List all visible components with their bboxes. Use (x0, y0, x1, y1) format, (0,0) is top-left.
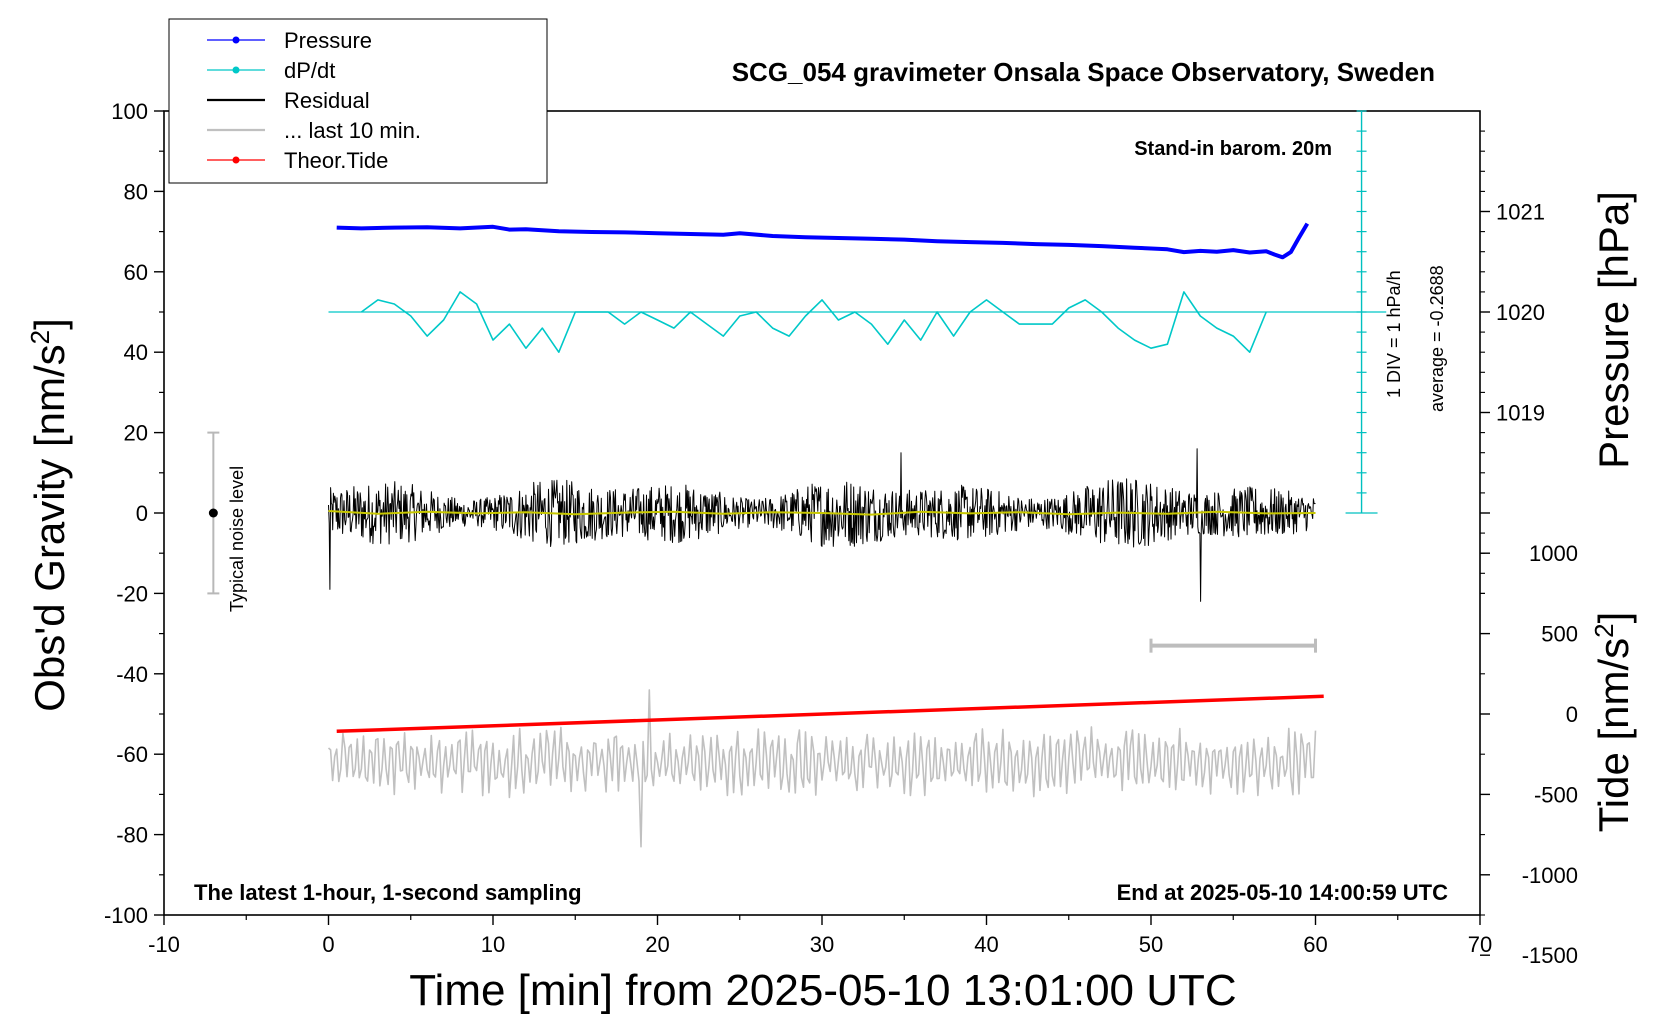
tide-axis-label-main: Tide [nm/s (1590, 638, 1637, 833)
legend-label: Pressure (284, 28, 372, 53)
series-residual-smoothed (328, 510, 1316, 516)
div-label: 1 DIV = 1 hPa/h (1384, 270, 1404, 398)
tide-tick-label: -500 (1534, 782, 1578, 807)
pressure-axis-label: Pressure [hPa] (1590, 191, 1637, 469)
tide-tick-label: -1000 (1522, 863, 1578, 888)
tide-axis-label-sup: 2 (1589, 623, 1619, 637)
noise-bar-point (208, 508, 218, 518)
y-tick-label: -40 (116, 662, 148, 687)
legend: Pressure dP/dt Residual ... last 10 min. The… (168, 18, 548, 184)
pressure-tick-label: 1019 (1496, 401, 1545, 426)
pressure-tick-label: 1020 (1496, 300, 1545, 325)
legend-marker (232, 66, 240, 74)
series-last-10-min (327, 689, 1317, 848)
y-axis-label-main: Obs'd Gravity [nm/s (26, 344, 73, 711)
y-tick-label: -80 (116, 823, 148, 848)
y-tick-label: 0 (136, 501, 148, 526)
bottom-right-label: End at 2025-05-10 14:00:59 UTC (1117, 880, 1448, 905)
tide-axis-label: Tide [nm/s2] (1589, 612, 1637, 833)
tide-tick-label: 500 (1541, 622, 1578, 647)
y-tick-label: 60 (124, 260, 148, 285)
tide-tick-label: 1000 (1529, 541, 1578, 566)
y-axis-label-sup: 2 (25, 330, 55, 344)
y-tick-label: 40 (124, 340, 148, 365)
average-label: average = -0.2688 (1427, 265, 1447, 412)
x-tick-label: 0 (322, 932, 334, 957)
y-tick-label: 80 (124, 179, 148, 204)
series-dp-dt (360, 291, 1267, 353)
chart-title: SCG_054 gravimeter Onsala Space Observat… (732, 57, 1435, 87)
series-residual (328, 448, 1316, 602)
x-tick-label: -10 (148, 932, 180, 957)
series-theor-tide (336, 694, 1324, 734)
barometer-label: Stand-in barom. 20m (1134, 138, 1332, 160)
x-tick-label: 40 (974, 932, 998, 957)
x-tick-label: 30 (810, 932, 834, 957)
x-tick-label: 50 (1139, 932, 1163, 957)
legend-label: ... last 10 min. (284, 118, 421, 143)
y-tick-label: -60 (116, 742, 148, 767)
x-tick-label: 70 (1468, 932, 1492, 957)
y-tick-label: 20 (124, 421, 148, 446)
legend-label: Residual (284, 88, 370, 113)
tide-axis-label-end: ] (1590, 612, 1637, 624)
legend-label: dP/dt (284, 58, 335, 83)
x-axis-label: Time [min] from 2025-05-10 13:01:00 UTC (409, 966, 1236, 1015)
y-tick-label: -100 (104, 903, 148, 928)
noise-label: Typical noise level (227, 466, 247, 612)
pressure-tick-label: 1021 (1496, 200, 1545, 225)
tide-tick-label: -1500 (1522, 943, 1578, 968)
y-tick-label: 100 (111, 99, 148, 124)
tide-tick-label: 0 (1566, 702, 1578, 727)
y-axis-label-end: ] (26, 318, 73, 330)
x-tick-label: 60 (1303, 932, 1327, 957)
legend-marker (232, 36, 240, 44)
legend-marker (232, 156, 240, 164)
legend-label: Theor.Tide (284, 148, 388, 173)
y-tick-label: -20 (116, 581, 148, 606)
bottom-left-label: The latest 1-hour, 1-second sampling (194, 880, 582, 905)
x-tick-label: 20 (645, 932, 669, 957)
y-axis-label: Obs'd Gravity [nm/s2] (25, 318, 73, 712)
series-pressure (336, 222, 1310, 260)
x-tick-label: 10 (481, 932, 505, 957)
